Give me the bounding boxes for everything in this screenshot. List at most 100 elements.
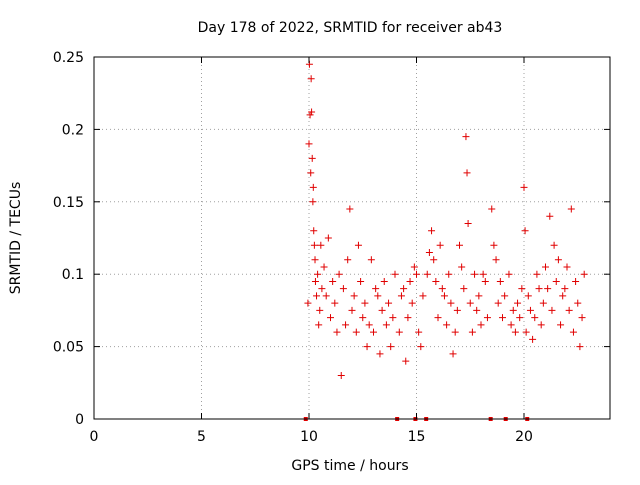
data-point [367, 256, 375, 264]
data-point [357, 277, 365, 285]
data-point [477, 321, 485, 329]
data-point [318, 285, 326, 293]
data-point [436, 241, 444, 249]
x-tick-label: 20 [515, 429, 533, 445]
plot-frame [93, 56, 611, 420]
y-tick-label: 0.1 [62, 267, 84, 283]
data-point [342, 321, 350, 329]
data-point [400, 285, 408, 293]
data-point [479, 270, 487, 278]
data-point [352, 328, 360, 336]
data-point [316, 306, 324, 314]
data-point [359, 314, 367, 322]
data-point [415, 328, 423, 336]
data-point [434, 314, 442, 322]
data-point [308, 108, 316, 116]
data-point [443, 321, 451, 329]
data-point [408, 299, 416, 307]
data-point [552, 277, 560, 285]
data-point [537, 321, 545, 329]
data-point [309, 183, 317, 191]
data-point [372, 285, 380, 293]
data-point [305, 140, 313, 148]
y-tick-label: 0.2 [62, 122, 84, 138]
data-point [572, 277, 580, 285]
data-point [524, 292, 532, 300]
x-tick-label: 5 [197, 429, 206, 445]
grid [94, 57, 610, 419]
data-point [462, 133, 470, 141]
data-point [309, 198, 317, 206]
data-point [378, 306, 386, 314]
data-point [350, 292, 358, 300]
data-point [447, 299, 455, 307]
data-point [432, 277, 440, 285]
data-point [458, 263, 466, 271]
y-tick-label: 0.25 [53, 50, 84, 66]
data-point [580, 270, 588, 278]
data-point [492, 256, 500, 264]
data-point [501, 292, 509, 300]
data-point [557, 321, 565, 329]
data-point [363, 343, 371, 351]
data-point [463, 169, 471, 177]
data-point [395, 328, 403, 336]
data-points [304, 60, 588, 380]
data-point [308, 154, 316, 162]
data-point [307, 75, 315, 83]
data-point [520, 183, 528, 191]
x-tick-label: 0 [90, 429, 99, 445]
data-point [578, 314, 586, 322]
x-tick-label: 15 [408, 429, 426, 445]
data-point [428, 227, 436, 235]
data-point [304, 299, 312, 307]
data-point [466, 299, 474, 307]
data-point [382, 321, 390, 329]
data-point [460, 285, 468, 293]
data-point [423, 270, 431, 278]
chart-title: Day 178 of 2022, SRMTID for receiver ab4… [198, 20, 503, 36]
data-point [471, 270, 479, 278]
data-point [567, 205, 575, 213]
y-axis-label: SRMTID / TECUs [8, 182, 24, 295]
data-point [526, 306, 534, 314]
data-point [496, 277, 504, 285]
data-point [554, 256, 562, 264]
data-point [542, 263, 549, 271]
data-point [374, 292, 382, 300]
data-point [430, 256, 438, 264]
data-point [370, 328, 377, 336]
data-point [313, 292, 321, 300]
data-point [559, 292, 567, 300]
data-point [331, 299, 339, 307]
data-point [505, 270, 513, 278]
data-point [311, 277, 319, 285]
data-point [380, 277, 388, 285]
y-tick-label: 0.15 [53, 195, 84, 211]
y-tick-label: 0.05 [53, 340, 84, 356]
data-point [387, 343, 395, 351]
data-point [483, 314, 491, 322]
data-point [451, 328, 459, 336]
data-point [518, 285, 526, 293]
data-point [514, 299, 522, 307]
data-point [376, 350, 384, 358]
data-point [410, 263, 418, 271]
data-point [307, 169, 315, 177]
data-point [449, 350, 457, 358]
data-point [406, 277, 414, 285]
data-point [574, 299, 582, 307]
data-point [546, 212, 554, 220]
data-point [531, 314, 539, 322]
data-point [488, 205, 496, 213]
data-point [339, 285, 347, 293]
data-point [533, 270, 541, 278]
data-point [544, 285, 552, 293]
data-point [516, 314, 524, 322]
x-tick-label: 10 [300, 429, 318, 445]
data-point [337, 372, 345, 380]
data-point [499, 314, 506, 322]
data-point [402, 357, 410, 365]
data-point [391, 270, 399, 278]
